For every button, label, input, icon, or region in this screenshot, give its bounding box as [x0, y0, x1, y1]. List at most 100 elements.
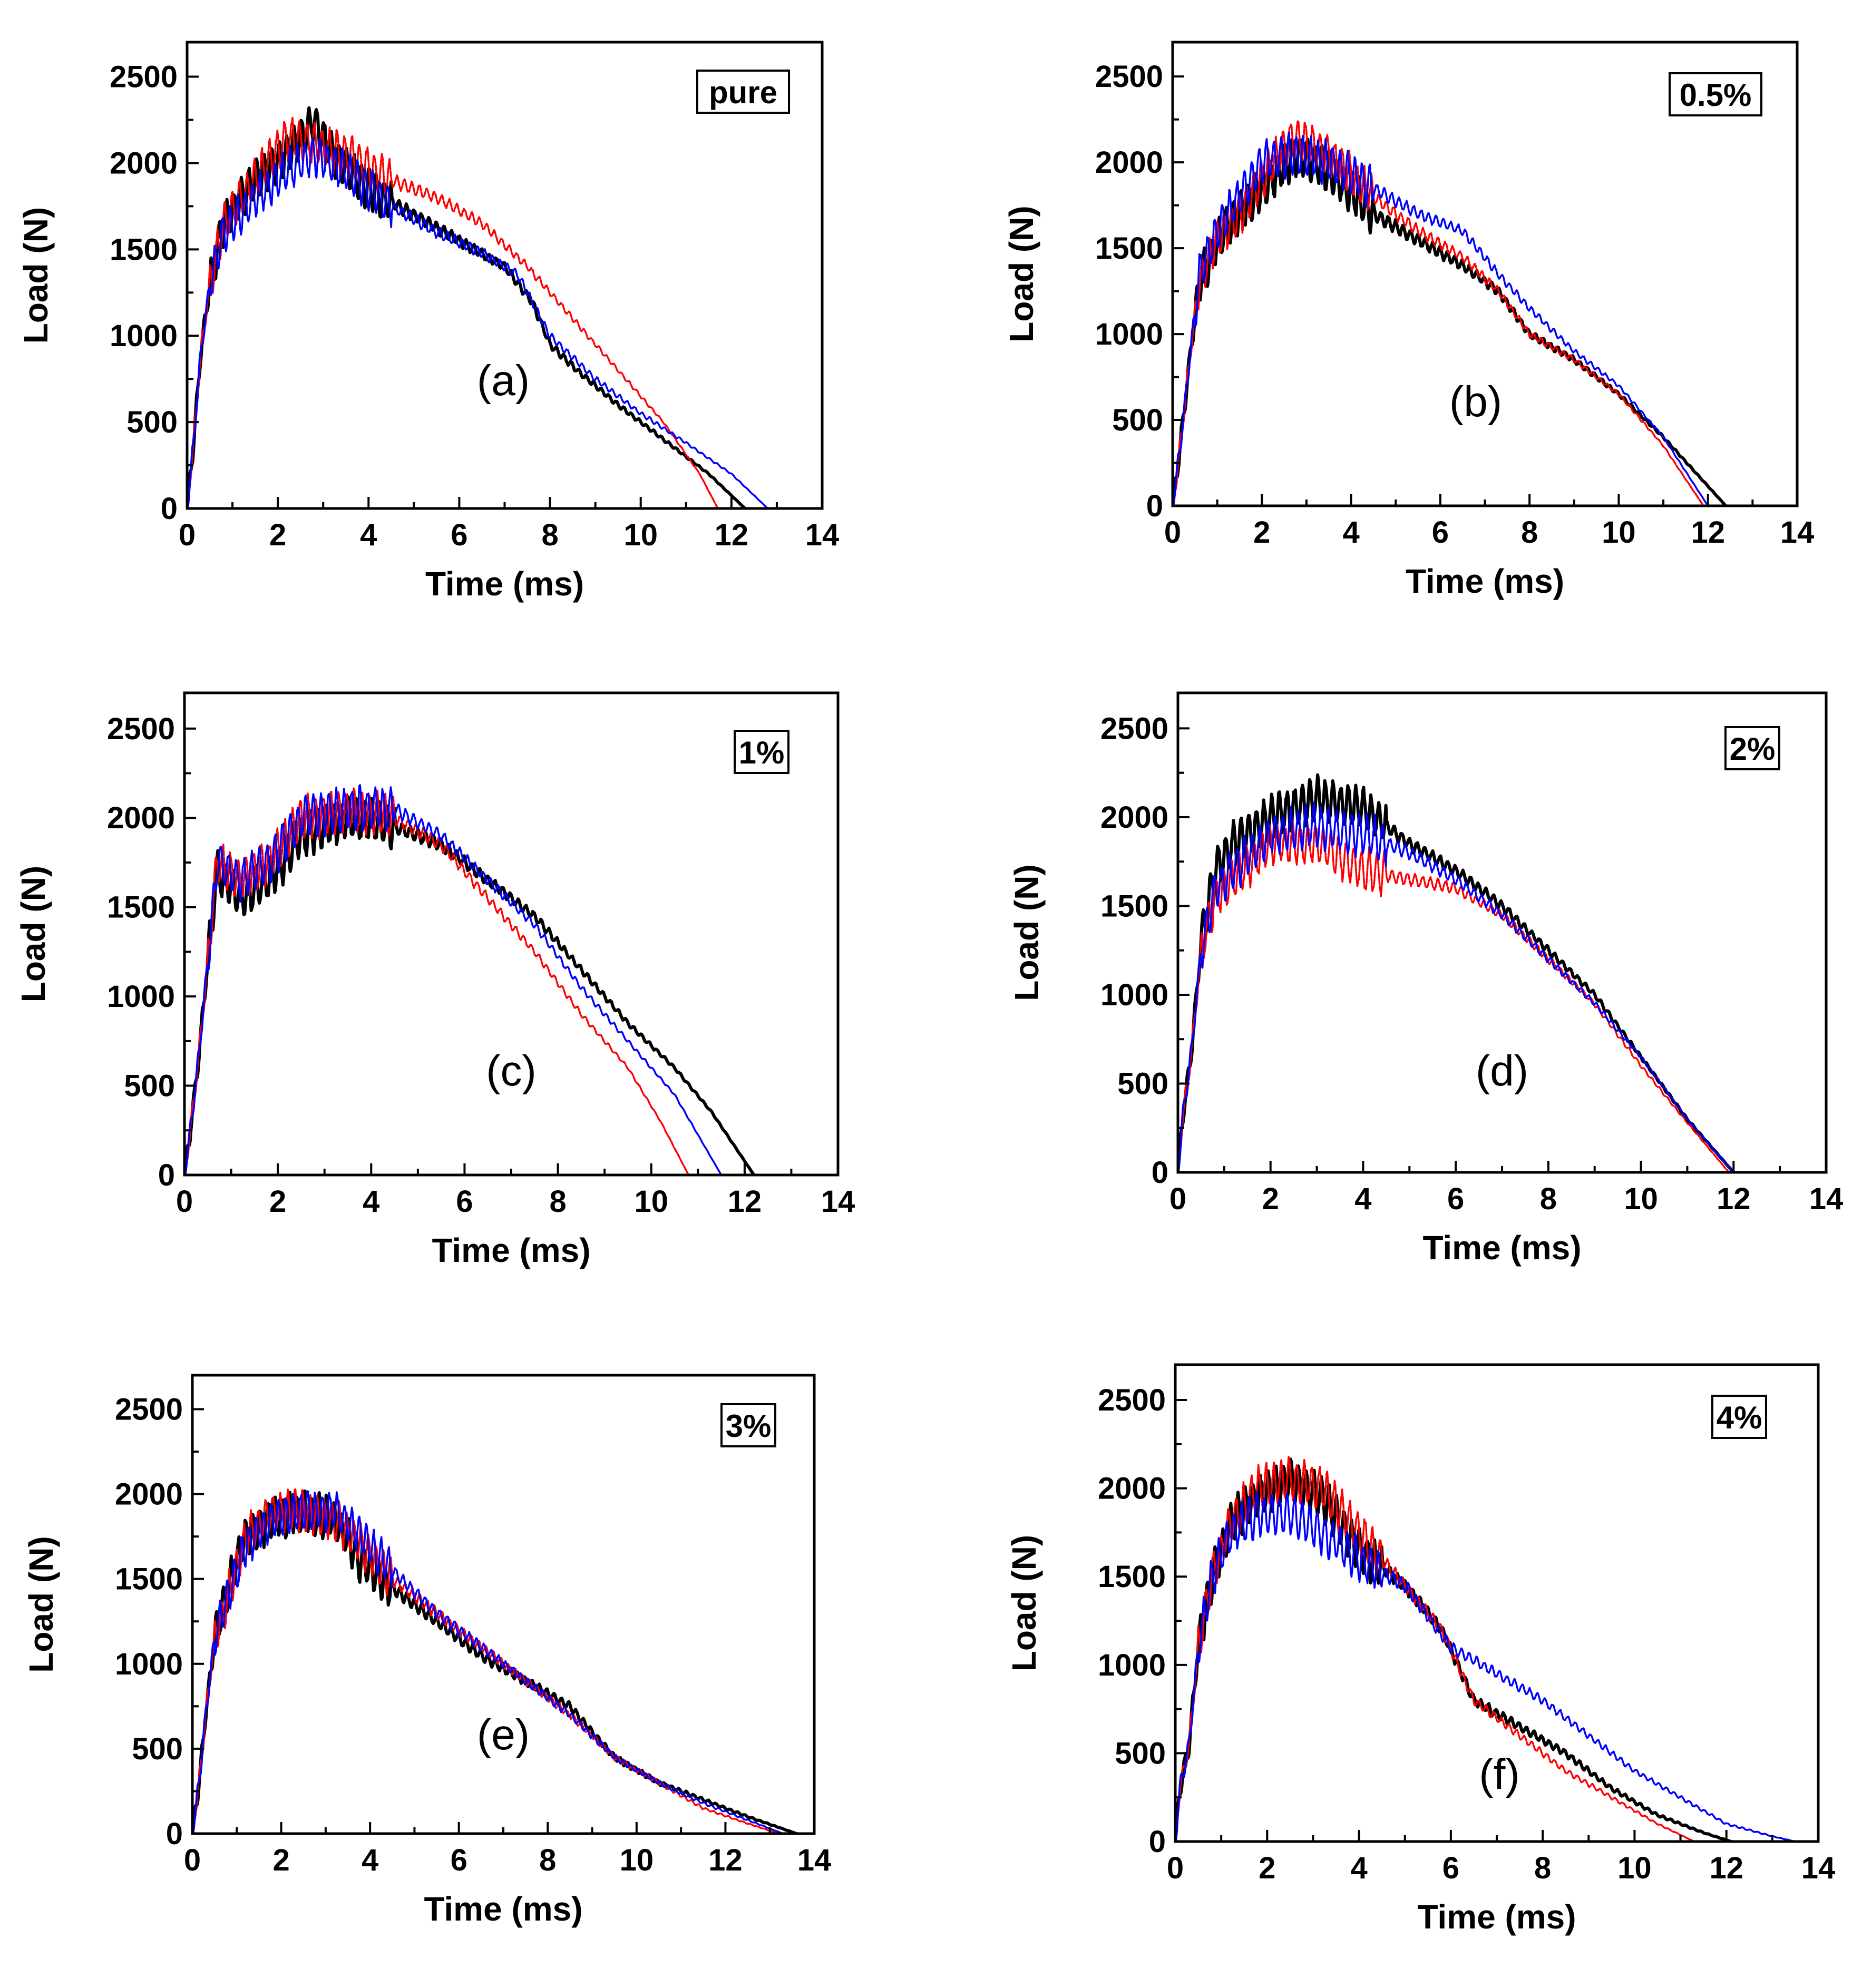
composition-tag-box	[1669, 72, 1762, 116]
panel-label: (f)	[1479, 1750, 1519, 1798]
composition-tag: pure	[709, 75, 777, 110]
x-tick-label: 8	[541, 518, 558, 552]
series-line-2	[187, 116, 719, 508]
y-axis-title: Load (N)	[1008, 864, 1046, 1001]
x-tick-label: 2	[269, 1184, 286, 1219]
x-tick-label: 14	[805, 518, 840, 552]
y-tick-label: 0	[1149, 1825, 1166, 1859]
y-tick-label: 2000	[110, 146, 178, 180]
x-tick-label: 4	[1342, 515, 1359, 550]
x-tick-label: 14	[1809, 1182, 1844, 1216]
x-tick-label: 10	[634, 1184, 668, 1219]
y-tick-label: 1500	[110, 232, 178, 267]
y-tick-label: 2500	[115, 1392, 183, 1426]
y-tick-label: 2000	[1098, 1472, 1166, 1506]
composition-tag-box	[1711, 1395, 1767, 1439]
composition-tag: 1%	[739, 735, 785, 770]
series-line-3	[1178, 801, 1735, 1172]
series-group	[184, 784, 756, 1175]
series-line-3	[192, 1490, 784, 1834]
x-tick-label: 6	[451, 518, 467, 552]
y-tick-label: 1500	[1095, 231, 1163, 266]
y-tick-label: 2500	[1095, 60, 1163, 94]
x-tick-label: 6	[1432, 515, 1449, 550]
y-tick-label: 2000	[1095, 145, 1163, 180]
y-tick-label: 2000	[107, 801, 175, 835]
x-axis-title: Time (ms)	[1406, 562, 1564, 600]
y-tick-label: 0	[166, 1817, 183, 1851]
x-tick-label: 4	[1350, 1851, 1367, 1885]
x-tick-label: 14	[821, 1184, 855, 1219]
composition-tag-box	[1724, 726, 1780, 770]
x-tick-label: 6	[1442, 1851, 1459, 1885]
x-axis-title: Time (ms)	[1422, 1229, 1581, 1267]
x-tick-label: 10	[623, 518, 658, 552]
series-group	[1178, 773, 1736, 1172]
x-tick-label: 4	[1354, 1182, 1371, 1216]
composition-tag: 3%	[726, 1408, 772, 1444]
x-tick-label: 0	[176, 1184, 193, 1219]
x-tick-label: 4	[360, 518, 377, 552]
y-tick-label: 1000	[1100, 978, 1168, 1012]
panel-label: (b)	[1449, 378, 1502, 426]
series-line-1	[187, 106, 747, 508]
x-tick-label: 8	[1540, 1182, 1557, 1216]
panel-label: (c)	[486, 1047, 537, 1095]
x-tick-label: 2	[1262, 1182, 1279, 1216]
y-tick-label: 2500	[1100, 711, 1168, 746]
y-axis-title: Load (N)	[1002, 205, 1040, 342]
x-tick-label: 12	[708, 1843, 743, 1877]
y-tick-label: 500	[1112, 403, 1163, 437]
x-tick-label: 10	[620, 1843, 654, 1877]
composition-tag-box	[734, 730, 789, 774]
chart-panel-b: 0 2 4 6 8 10 12 14 0 500 1000 1500 2000 2500 Time (ms)…	[1002, 41, 1815, 600]
x-tick-label: 0	[1164, 515, 1181, 550]
y-tick-label: 2500	[1098, 1383, 1166, 1417]
x-tick-label: 2	[272, 1843, 289, 1877]
x-tick-label: 10	[1602, 515, 1636, 550]
y-tick-label: 1000	[110, 319, 178, 353]
x-axis-title: Time (ms)	[424, 1890, 582, 1928]
y-tick-label: 0	[158, 1158, 175, 1192]
y-tick-label: 0	[161, 492, 178, 526]
x-tick-label: 8	[539, 1843, 556, 1877]
composition-tag: 2%	[1730, 731, 1776, 767]
y-tick-label: 500	[1117, 1066, 1168, 1101]
x-axis-title: Time (ms)	[1417, 1898, 1576, 1936]
x-tick-label: 14	[1780, 515, 1815, 550]
series-line-3	[187, 136, 769, 508]
y-tick-label: 1000	[107, 980, 175, 1014]
x-axis-title: Time (ms)	[432, 1231, 590, 1269]
y-tick-label: 500	[126, 405, 178, 439]
chart-panel-d: 0 2 4 6 8 10 12 14 0 500 1000 1500 2000 2500 Time (ms)…	[1008, 691, 1844, 1267]
x-tick-label: 0	[179, 518, 196, 552]
y-tick-label: 500	[124, 1069, 175, 1103]
chart-panel-a: 0 2 4 6 8 10 12 14 0 500 1000 1500 2000 2500 Time (ms)…	[17, 41, 840, 603]
composition-tag-box	[720, 1403, 776, 1447]
chart-panel-e: 0 2 4 6 8 10 12 14 0 500 1000 1500 2000 2500 Time (ms)…	[22, 1374, 831, 1928]
x-axis-title: Time (ms)	[425, 565, 584, 603]
panel-label: (e)	[477, 1711, 530, 1759]
x-tick-label: 12	[728, 1184, 762, 1219]
x-tick-label: 2	[1259, 1851, 1275, 1885]
y-tick-label: 1000	[1098, 1648, 1166, 1682]
y-tick-label: 1500	[1100, 889, 1168, 923]
series-group	[1175, 1455, 1797, 1842]
series-line-3	[1175, 1491, 1797, 1842]
y-tick-label: 0	[1146, 489, 1163, 523]
x-tick-label: 10	[1624, 1182, 1658, 1216]
x-tick-label: 2	[1253, 515, 1270, 550]
x-tick-label: 10	[1617, 1851, 1652, 1885]
y-tick-label: 2000	[115, 1477, 183, 1512]
composition-tag: 0.5%	[1680, 77, 1752, 113]
x-tick-label: 6	[456, 1184, 473, 1219]
x-tick-label: 4	[362, 1843, 378, 1877]
x-tick-label: 2	[269, 518, 286, 552]
y-tick-label: 1500	[1098, 1560, 1166, 1594]
y-tick-label: 0	[1152, 1155, 1168, 1190]
series-group	[1173, 120, 1728, 506]
x-tick-label: 0	[1169, 1182, 1186, 1216]
y-tick-label: 2000	[1100, 800, 1168, 835]
y-tick-label: 1500	[107, 890, 175, 925]
x-tick-label: 0	[184, 1843, 201, 1877]
